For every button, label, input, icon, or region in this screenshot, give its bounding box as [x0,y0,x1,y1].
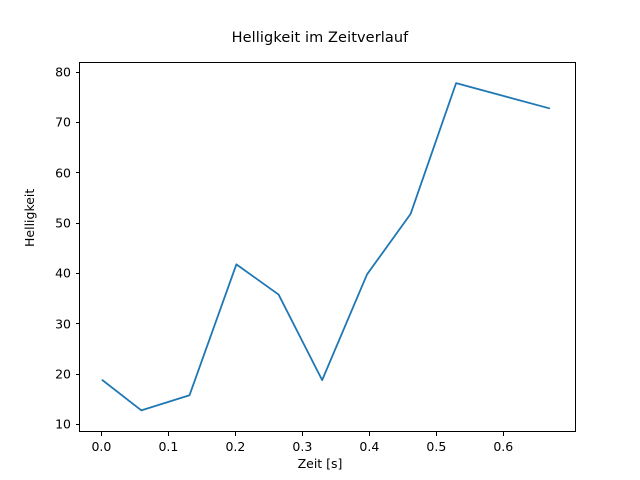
data-series-line [101,82,551,412]
y-tick-label: 60 [55,165,71,181]
x-tick-label: 0.0 [91,439,112,454]
y-axis-label: Helligkeit [22,188,37,247]
y-tick-label: 50 [55,215,71,231]
y-tick-label: 40 [55,265,71,281]
chart-title: Helligkeit im Zeitverlauf [231,30,409,46]
x-tick-label: 0.5 [426,439,447,454]
y-tick-label: 10 [55,416,71,432]
x-tick-label: 0.4 [359,439,380,454]
x-tick-label: 0.3 [292,439,313,454]
x-tick-label: 0.2 [225,439,246,454]
x-tick-label: 0.6 [493,439,514,454]
y-tick-label: 80 [55,64,71,80]
x-tick-label: 0.1 [158,439,179,454]
y-tick-label: 30 [55,316,71,332]
data-line-svg [101,82,551,412]
plot-area [79,62,576,432]
y-tick-label: 20 [55,366,71,382]
x-axis-label: Zeit [s] [297,456,343,471]
y-tick-label: 70 [55,114,71,130]
